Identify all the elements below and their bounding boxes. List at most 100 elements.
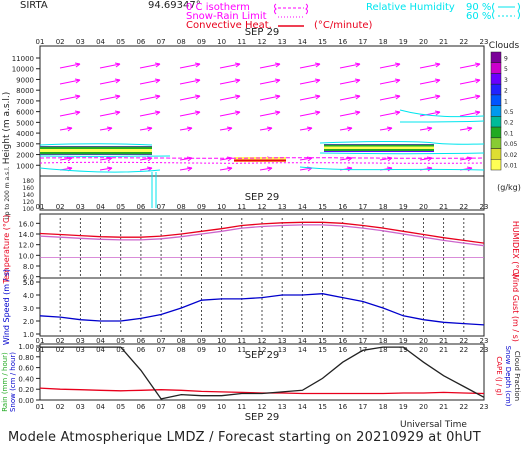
- colorbar-unit: (g/kg): [497, 183, 521, 192]
- hour-tick-label: 23: [480, 337, 489, 345]
- colorbar-swatch: [490, 62, 502, 74]
- hour-tick-label: 13: [278, 403, 287, 411]
- hour-tick-label: 09: [197, 346, 206, 354]
- colorbar-tick-label: 0.05: [504, 141, 518, 148]
- hour-tick-label: 11: [237, 403, 246, 411]
- wind-arrow: [419, 62, 441, 69]
- height-tick-label: 4000: [16, 130, 34, 138]
- wind-arrow: [299, 126, 313, 132]
- hour-tick-label: 13: [278, 346, 287, 354]
- hour-tick-label: 16: [338, 38, 347, 46]
- wind-arrow: [299, 78, 321, 85]
- series-line: [39, 221, 485, 244]
- hour-tick-label: 23: [480, 38, 489, 46]
- wind-arrow: [299, 94, 321, 101]
- wind-panel: 1.0 2.0 3.0 4.0 5.0 01 02 03 04 05 06 07 08 09 10 11 12 1…: [2, 269, 520, 345]
- wind-arrow: [99, 166, 113, 172]
- hour-tick-label: 02: [56, 203, 65, 211]
- cloud-layers: [39, 109, 485, 208]
- wind-arrow: [259, 166, 273, 172]
- legend-swatches: [274, 3, 308, 27]
- hour-tick-label: 19: [399, 38, 408, 46]
- wind-ylabel: Wind Speed (m / s): [2, 269, 11, 345]
- hour-tick-label: 08: [177, 337, 186, 345]
- humidex-ylabel: HUMIDEX (°C): [511, 221, 520, 277]
- hour-tick-label: 04: [96, 337, 105, 345]
- hour-tick-label: 03: [76, 38, 85, 46]
- wind-arrow: [259, 94, 281, 101]
- colorbar-swatch: [490, 83, 502, 96]
- colorbar-swatch: [490, 148, 502, 160]
- hour-tick-label: 14: [298, 38, 307, 46]
- hour-tick-label: 11: [237, 337, 246, 345]
- hour-tick-label: 12: [258, 403, 267, 411]
- y-tick-label: 0.60: [18, 365, 34, 373]
- convective-unit: (°C/minute): [314, 20, 373, 31]
- wind-arrow: [339, 62, 361, 69]
- colorbar-tick-label: 0.2: [504, 120, 514, 127]
- hour-tick-label: 07: [157, 203, 166, 211]
- y-tick-label: 1.00: [18, 343, 34, 351]
- snow-ylabel: Snow (cm / hour): [9, 352, 17, 412]
- hour-tick-label: 19: [399, 403, 408, 411]
- hour-tick-label: 15: [318, 403, 327, 411]
- hour-tick-label: 10: [217, 403, 226, 411]
- hour-tick-label: 19: [399, 337, 408, 345]
- gust-ylabel: Wind Gust (m / s): [511, 272, 520, 342]
- colorbar-tick-label: 9: [504, 55, 508, 62]
- rh-swatches: [492, 2, 520, 20]
- temperature-panel: 5.06.0 8.0 10.0 12.0 14.0 16.0 01 02 03 04 05 06 07 0…: [2, 192, 520, 287]
- hour-tick-label: 18: [379, 38, 388, 46]
- height-ylabel-low: Up to 200 m a.s.l.: [4, 166, 11, 219]
- wind-arrow: [459, 110, 481, 117]
- height-tick-label: 10000: [12, 66, 34, 74]
- hour-tick-label: 17: [358, 346, 367, 354]
- wind-arrow: [139, 94, 161, 101]
- wind-arrow: [259, 110, 281, 117]
- hour-tick-label: 13: [278, 337, 287, 345]
- hour-tick-label: 15: [318, 337, 327, 345]
- hour-tick-label: 21: [439, 337, 448, 345]
- colorbar-swatch: [490, 126, 502, 139]
- hour-tick-label: 10: [217, 203, 226, 211]
- hour-tick-label: 05: [116, 403, 125, 411]
- wind-arrow: [139, 110, 161, 117]
- wind-arrow: [339, 94, 361, 101]
- hour-tick-label: 10: [217, 346, 226, 354]
- wind-arrow: [219, 62, 241, 69]
- height-tick-label: 2000: [16, 152, 34, 160]
- y-tick-label: 10.0: [18, 252, 34, 260]
- height-tick-label: 5000: [16, 119, 34, 127]
- wind-arrow: [299, 62, 321, 69]
- colorbar-tick-label: 0.5: [504, 109, 514, 116]
- hour-tick-label: 18: [379, 346, 388, 354]
- hour-tick-label: 04: [96, 346, 105, 354]
- universal-time-label: Universal Time: [400, 420, 467, 430]
- hour-tick-label: 20: [419, 38, 428, 46]
- hour-tick-label: 02: [56, 38, 65, 46]
- wind-arrow: [59, 78, 81, 85]
- hour-tick-label: 02: [56, 346, 65, 354]
- colorbar-tick-label: 0.02: [504, 152, 518, 159]
- wind-arrow: [139, 62, 161, 69]
- hour-tick-label: 23: [480, 403, 489, 411]
- wind-arrow: [219, 94, 241, 101]
- low-height-tick-label: 140: [23, 192, 35, 199]
- hour-tick-label: 18: [379, 203, 388, 211]
- colorbar-tick-label: 5: [504, 66, 508, 73]
- wind-arrow: [179, 166, 193, 172]
- hour-tick-label: 11: [237, 346, 246, 354]
- hour-tick-label: 17: [358, 403, 367, 411]
- hour-tick-label: 06: [136, 203, 145, 211]
- hour-tick-label: 07: [157, 337, 166, 345]
- hour-tick-label: 09: [197, 403, 206, 411]
- wind-arrow: [459, 94, 481, 101]
- y-tick-label: 16.0: [18, 220, 34, 228]
- wind-arrow: [219, 110, 241, 117]
- wind-arrow: [459, 78, 481, 85]
- hour-tick-label: 22: [459, 337, 468, 345]
- hour-tick-label: 20: [419, 403, 428, 411]
- wind-arrow: [179, 62, 201, 69]
- hour-tick-label: 18: [379, 337, 388, 345]
- hour-tick-label: 15: [318, 346, 327, 354]
